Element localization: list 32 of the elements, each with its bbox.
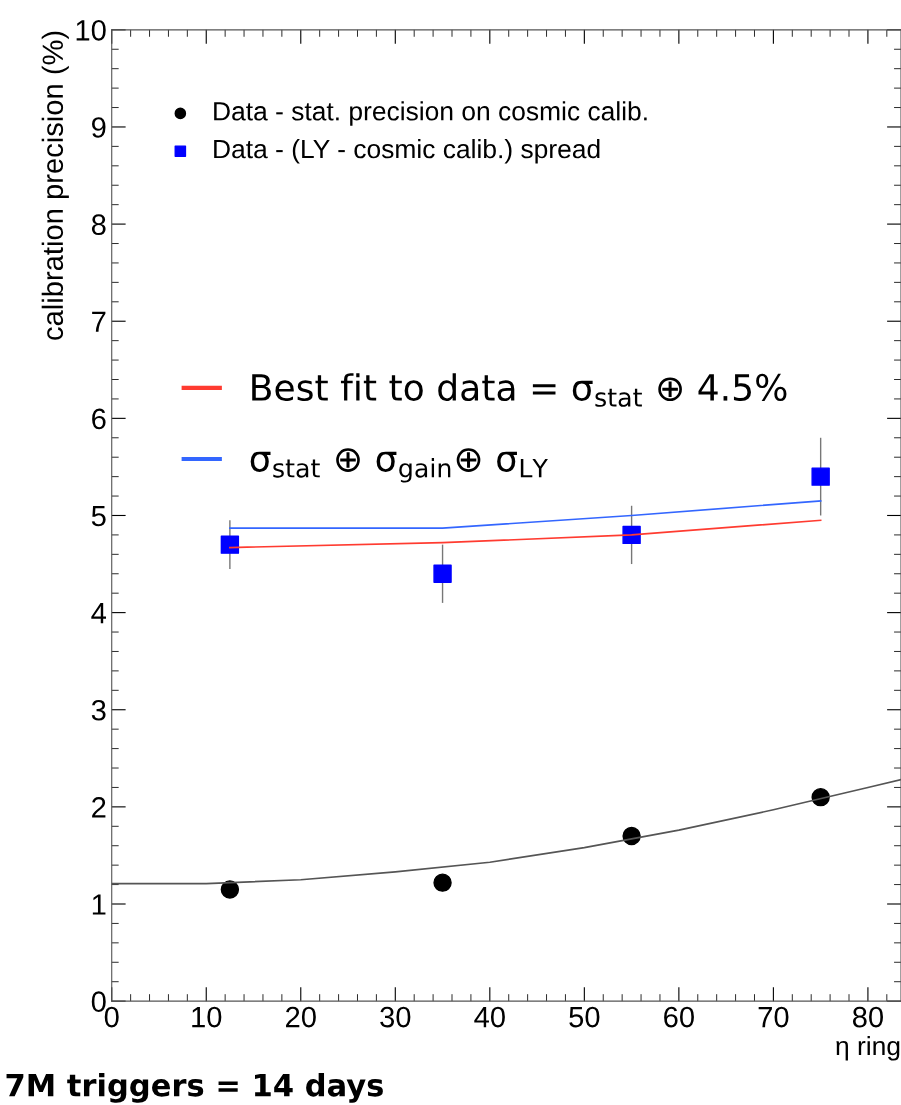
y-axis-title: calibration precision (%) xyxy=(41,31,69,340)
y-tick-label: 8 xyxy=(91,214,106,235)
x-tick-label: 80 xyxy=(852,1006,883,1028)
legend-label: Best fit to data = σ$_{stat}$ ⊕ 4.5% xyxy=(252,373,787,407)
x-tick-label: 50 xyxy=(569,1006,600,1028)
y-tick-label: 6 xyxy=(92,408,106,430)
y-tick-label: 3 xyxy=(91,699,106,721)
y-tick-label: 10 xyxy=(76,20,106,41)
y-tick-label: 4 xyxy=(91,603,107,624)
legend-label: Data - (LY - cosmic calib.) spread xyxy=(214,138,600,164)
legend-label: σ$_{stat}$ ⊕ σ$_{gain}$⊕ σ$_{LY}$ xyxy=(250,448,548,483)
y-tick-label: 5 xyxy=(91,505,106,527)
legend-label: Data - stat. precision on cosmic calib. xyxy=(214,101,647,126)
x-tick-label: 60 xyxy=(664,1006,694,1028)
x-tick-label: 10 xyxy=(192,1006,222,1028)
point xyxy=(220,880,240,899)
y-tick-label: 1 xyxy=(92,894,106,915)
y-tick-label: 2 xyxy=(92,797,106,818)
y-tick-label: 0 xyxy=(91,991,106,1012)
text: 7M triggers = 14 days xyxy=(6,1072,383,1103)
point xyxy=(220,535,240,554)
x-tick-label: 20 xyxy=(286,1006,316,1028)
x-tick-label: 70 xyxy=(758,1006,789,1028)
x-tick-label: 40 xyxy=(474,1006,505,1028)
x-tick-label: 30 xyxy=(380,1006,411,1028)
point xyxy=(433,873,452,892)
point xyxy=(433,564,452,583)
y-tick-label: 7 xyxy=(92,311,106,332)
y-tick-label: 9 xyxy=(92,117,106,138)
point xyxy=(622,525,641,545)
x-axis-title: η ring xyxy=(836,1035,900,1061)
point xyxy=(811,467,830,486)
